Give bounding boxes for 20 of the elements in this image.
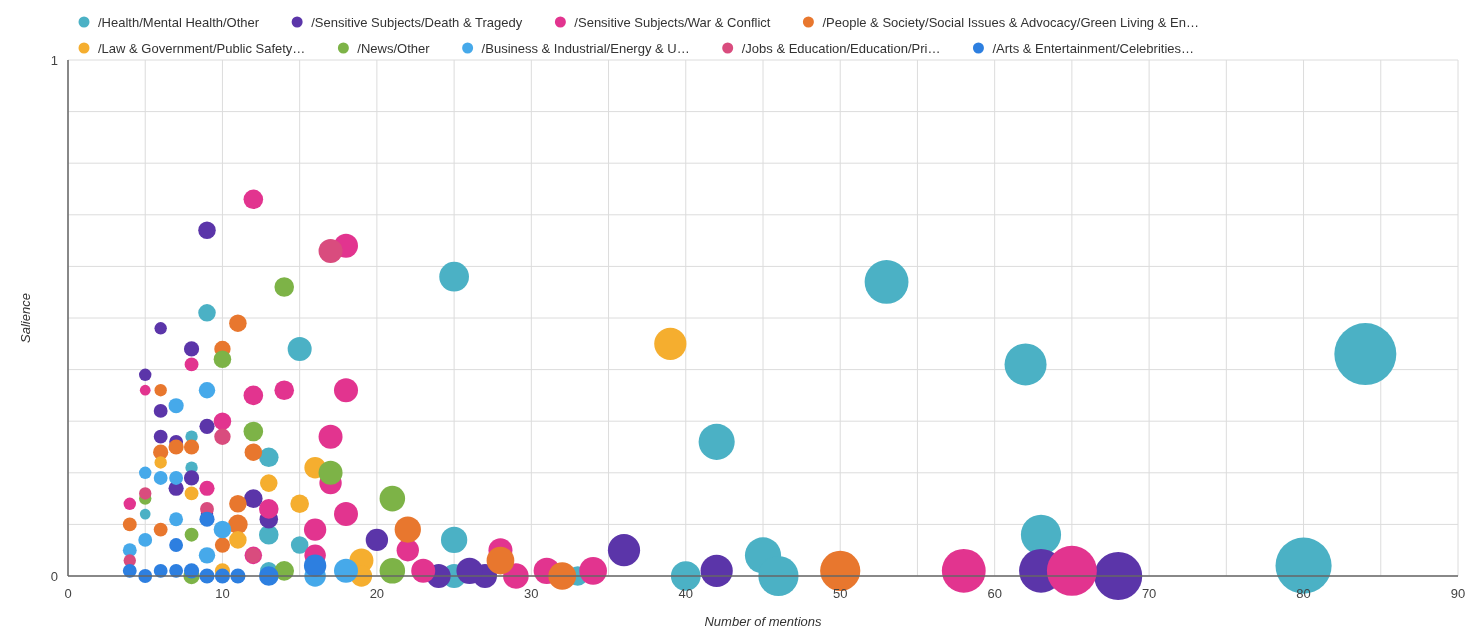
- x-tick-label: 60: [987, 586, 1002, 601]
- x-tick-label: 40: [678, 586, 694, 601]
- x-tick-label: 30: [524, 586, 539, 601]
- y-axis-title: Salience: [18, 293, 33, 343]
- legend-label: /News/Other: [357, 40, 431, 56]
- legend-label: /Sensitive Subjects/Death & Tragedy: [311, 14, 523, 30]
- legend-label: /People & Society/Social Issues & Advocacy/Green Living & En…: [822, 14, 1199, 30]
- x-axis-title: Number of mentions: [704, 614, 823, 629]
- x-tick-label: 90: [1450, 586, 1466, 601]
- legend-label: /Jobs & Education/Education/Pri…: [741, 40, 941, 56]
- x-tick-label: 0: [64, 586, 72, 601]
- legend-label: /Sensitive Subjects/War & Conflict: [574, 14, 771, 30]
- x-tick-label: 70: [1141, 586, 1157, 601]
- x-tick-label: 10: [215, 586, 230, 601]
- legend-label: /Law & Government/Public Safety…: [98, 40, 306, 56]
- y-tick-label: 1: [50, 52, 58, 68]
- legend-label: /Health/Mental Health/Other: [98, 14, 260, 30]
- x-tick-label: 20: [369, 586, 385, 601]
- legend-label: /Arts & Entertainment/Celebrities…: [992, 40, 1194, 56]
- legend-label: /Business & Industrial/Energy & U…: [481, 40, 690, 56]
